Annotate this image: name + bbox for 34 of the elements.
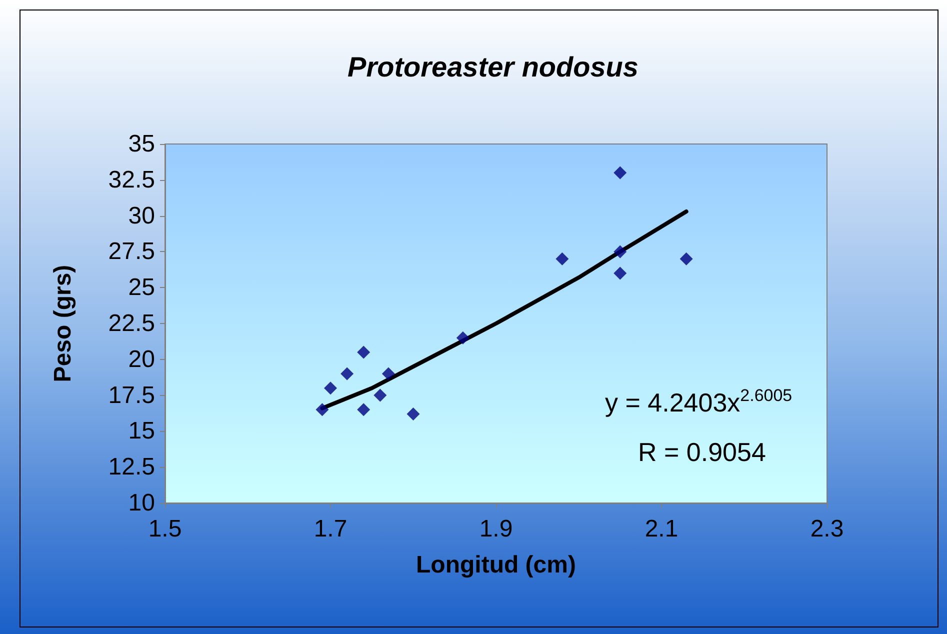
point xyxy=(680,252,693,266)
point xyxy=(357,346,370,359)
x-tick-label: 2.3 xyxy=(810,516,844,542)
point xyxy=(357,403,370,416)
x-tick-label: 1.7 xyxy=(314,516,348,542)
x-tick-label: 1.9 xyxy=(479,516,513,542)
point xyxy=(324,382,337,395)
y-tick-label: 12.5 xyxy=(108,454,155,481)
point xyxy=(556,252,569,266)
point xyxy=(614,166,627,180)
annotation: R = 0.9054 xyxy=(638,437,766,467)
y-tick-label: 25 xyxy=(128,274,155,302)
y-tick-label: 30 xyxy=(128,202,155,230)
y-axis-title: Peso (grs) xyxy=(50,264,76,382)
y-tick-label: 35 xyxy=(128,130,155,158)
point xyxy=(316,403,329,416)
point xyxy=(406,407,420,420)
point xyxy=(382,367,395,380)
x-tick-label: 2.1 xyxy=(644,516,678,542)
point xyxy=(614,245,627,258)
y-tick-label: 15 xyxy=(128,418,155,445)
x-tick-label: 1.5 xyxy=(148,516,182,542)
point xyxy=(456,331,470,344)
y-tick-label: 20 xyxy=(128,346,155,373)
y-tick-label: 17.5 xyxy=(108,382,155,409)
point xyxy=(374,388,387,402)
y-tick-label: 22.5 xyxy=(108,310,155,337)
y-tick-label: 32.5 xyxy=(108,166,155,194)
point xyxy=(614,266,627,280)
x-axis-title: Longitud (cm) xyxy=(416,552,576,578)
y-tick-label: 10 xyxy=(128,490,155,516)
chart-title: Protoreaster nodosus xyxy=(348,52,638,82)
y-tick-label: 27.5 xyxy=(108,238,155,266)
point xyxy=(340,367,354,380)
